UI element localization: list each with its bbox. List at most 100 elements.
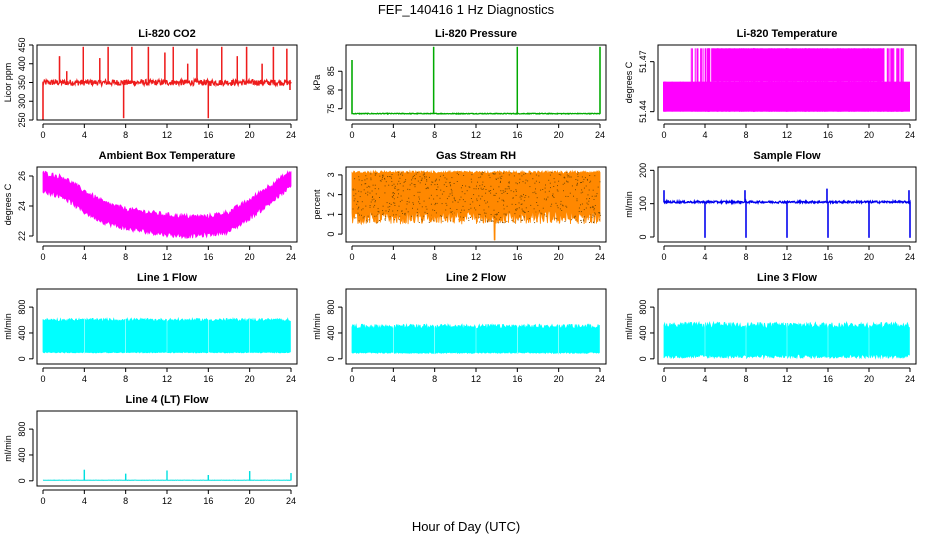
rh-dot-296 [456, 181, 458, 182]
rh-dot-449 [506, 220, 508, 222]
rh-dot-214 [594, 212, 596, 214]
rh-dot-552 [371, 190, 373, 192]
rh-dot-445 [380, 180, 382, 182]
rh-dot-499 [392, 192, 394, 194]
rh-dot-280 [463, 209, 465, 211]
rh-dot-580 [386, 202, 388, 204]
rh-dot-527 [427, 187, 429, 189]
rh-dot-277 [548, 179, 550, 181]
rh-dot-64 [402, 190, 404, 192]
rh-dot-493 [582, 191, 584, 193]
rh-dot-500 [407, 188, 409, 190]
x-tick-label-0: 0 [349, 374, 354, 384]
rh-dot-694 [357, 212, 359, 214]
rh-dot-262 [428, 197, 430, 199]
y-axis: 0 100 200 ml/min [624, 163, 655, 240]
y-tick-label-0: 0 [638, 234, 648, 239]
rh-dot-519 [439, 175, 441, 177]
y-tick-label-0: 75 [326, 104, 336, 114]
rh-dot-366 [583, 216, 585, 218]
rh-dot-474 [495, 178, 497, 180]
rh-dot-19 [409, 189, 411, 191]
y-axis-label: ml/min [624, 191, 634, 218]
rh-dot-159 [434, 184, 436, 186]
rh-dot-490 [451, 190, 453, 192]
x-tick-label-3: 12 [471, 252, 481, 262]
rh-dot-469 [577, 182, 578, 184]
flow-segment-3 [787, 321, 828, 360]
rh-dot-81 [453, 197, 455, 199]
y-axis-label: kPa [312, 75, 322, 91]
rh-dot-522 [404, 181, 406, 182]
rh-dot-557 [364, 179, 366, 181]
rh-dot-465 [481, 219, 483, 221]
x-axis: 0 4 8 12 16 20 24 [40, 123, 296, 140]
rh-dot-681 [397, 183, 399, 185]
rh-dot-166 [404, 212, 406, 214]
rh-dot-336 [394, 185, 396, 187]
rh-dot-575 [535, 211, 537, 213]
rh-dot-345 [373, 198, 375, 200]
rh-dot-12 [361, 184, 363, 186]
rh-dot-650 [515, 194, 517, 196]
rh-dot-524 [434, 204, 436, 206]
rh-dot-625 [583, 209, 585, 211]
x-tick-label-1: 4 [702, 130, 707, 140]
rh-dot-106 [494, 173, 496, 175]
rh-dot-384 [384, 185, 386, 187]
rh-dot-400 [418, 222, 420, 223]
rh-dot-497 [440, 215, 442, 217]
rh-dot-407 [482, 172, 484, 174]
rh-dot-27 [458, 174, 459, 176]
rh-dot-17 [569, 176, 571, 178]
rh-dot-381 [473, 194, 475, 196]
panel-title: Line 1 Flow [137, 272, 197, 284]
rh-dot-41 [478, 213, 480, 215]
rh-dot-479 [525, 195, 527, 196]
x-tick-label-6: 24 [905, 374, 915, 384]
rh-dot-179 [587, 179, 588, 181]
rh-dot-110 [375, 193, 377, 195]
rh-dot-195 [399, 177, 401, 179]
rh-dot-655 [508, 211, 510, 213]
x-tick-label-5: 20 [554, 252, 564, 262]
rh-dot-212 [497, 213, 498, 215]
x-tick-label-4: 16 [823, 130, 833, 140]
y-tick-label-1: 24 [17, 201, 27, 211]
rh-dot-443 [548, 190, 550, 192]
rh-dot-127 [544, 191, 546, 193]
rh-dot-169 [581, 176, 583, 178]
rh-dot-220 [374, 215, 376, 217]
panel-3: Ambient Box Temperature 0 4 8 12 16 20 24 22 24 26… [3, 150, 298, 262]
rh-dot-556 [440, 189, 442, 191]
rh-dot-654 [542, 207, 544, 209]
rh-dot-359 [588, 189, 590, 191]
rh-dot-348 [507, 185, 509, 187]
rh-dot-133 [391, 184, 393, 186]
rh-dot-167 [468, 209, 470, 211]
rh-dot-597 [510, 190, 512, 192]
rh-dot-653 [502, 190, 504, 192]
y-tick-label-2: 200 [638, 163, 648, 178]
rh-dot-190 [363, 216, 365, 218]
rh-dot-200 [565, 205, 567, 207]
rh-dot-67 [498, 197, 500, 199]
rh-dot-346 [577, 173, 579, 175]
panel-2: Li-820 Temperature 0 4 8 12 16 20 24 51.44 51.47 d… [624, 28, 917, 140]
rh-dot-375 [495, 192, 497, 194]
rh-dot-132 [562, 204, 564, 206]
rh-dot-616 [598, 212, 600, 214]
rh-dot-288 [503, 213, 505, 215]
rh-dot-347 [426, 180, 428, 182]
rh-dot-131 [391, 177, 392, 179]
plot-frame [657, 288, 917, 365]
x-tick-label-2: 8 [123, 252, 128, 262]
rh-dot-593 [388, 211, 390, 213]
rh-dot-438 [557, 185, 558, 187]
plot-frame [657, 166, 917, 243]
x-tick-label-3: 12 [471, 130, 481, 140]
flow-segment-5 [869, 321, 910, 360]
x-tick-label-4: 16 [203, 130, 213, 140]
flow-segment-1 [84, 317, 126, 354]
rh-dot-61 [459, 216, 461, 218]
